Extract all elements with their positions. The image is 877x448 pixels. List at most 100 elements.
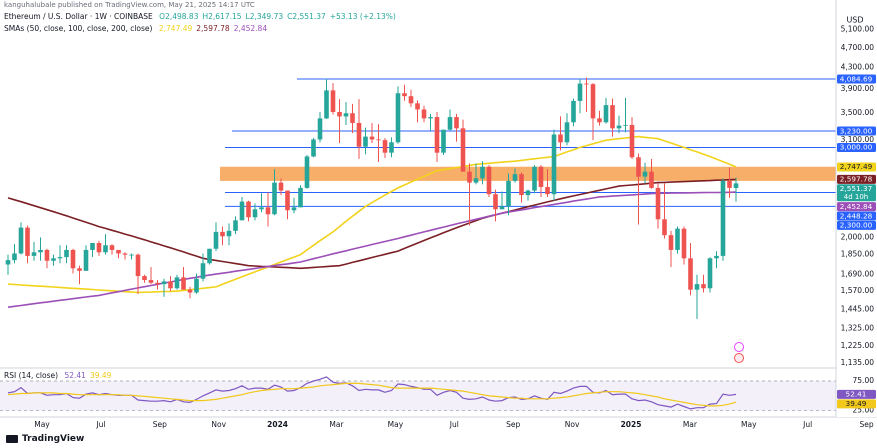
candle-body [720, 180, 726, 256]
price-tag [837, 399, 876, 409]
publisher-line: kanguhalubale published on TradingView.c… [4, 1, 255, 9]
candle-body [558, 134, 563, 143]
candle-body [161, 281, 167, 285]
candle-body [200, 263, 206, 279]
candle-body [25, 227, 30, 256]
candle-body [415, 103, 420, 110]
candle-body [369, 136, 375, 140]
candle-body [610, 105, 615, 129]
price-tag-label: 2,551.37 [840, 184, 873, 193]
candle-body [623, 124, 628, 126]
countdown-label: 4d 10h [844, 193, 868, 201]
candle-body [486, 166, 492, 195]
candle-body [454, 117, 459, 129]
candle-body [64, 249, 69, 258]
candle-body [44, 249, 50, 261]
candle-body [506, 180, 511, 207]
candle-body [473, 178, 479, 183]
price-tag-label: 3,000.00 [840, 143, 873, 152]
candle-body [493, 194, 498, 210]
candle-body [90, 243, 95, 250]
candle-body [233, 220, 238, 231]
candle-body [168, 281, 173, 289]
candle-body [304, 156, 310, 188]
candle-body [512, 174, 518, 181]
candle-body [311, 139, 316, 157]
x-tick-label: Sep [506, 420, 520, 429]
candle-body [148, 280, 154, 283]
price-tag [837, 202, 876, 212]
rsi-tick-label: 75.00 [853, 376, 875, 385]
ohlc-value: O2,498.83 [159, 12, 199, 21]
candle-body [330, 90, 336, 112]
candle-body [707, 258, 713, 289]
price-tag-label: 2,448.28 [840, 211, 873, 220]
candle-body [519, 174, 524, 196]
candle-body [395, 93, 401, 143]
price-tag [837, 142, 876, 152]
candle-body [31, 252, 37, 256]
candle-body [525, 190, 531, 196]
candle-body [259, 207, 264, 210]
candle-body [389, 142, 394, 153]
footer: TradingView [6, 434, 84, 444]
candle-body [441, 129, 446, 153]
sma-value: 2,747.49 [158, 24, 193, 33]
candle-body [675, 228, 680, 250]
candle-body [681, 228, 687, 259]
ohlc-value: L2,349.73 [245, 12, 284, 21]
candle-body [252, 209, 258, 218]
candle-body [337, 111, 342, 117]
y-tick-label: 1,135.00 [841, 358, 875, 367]
candle-body [5, 260, 11, 265]
candle-body [714, 255, 719, 259]
candle-body [317, 118, 323, 140]
candle-body [376, 139, 381, 141]
candle-body [291, 207, 297, 211]
candle-body [174, 277, 180, 289]
candle-body [181, 277, 186, 290]
x-tick-label: May [388, 420, 404, 429]
candle-body [480, 166, 485, 179]
candle-body [655, 187, 661, 220]
rsi-values: 52.41 39.49 [64, 371, 115, 380]
price-tag [837, 174, 876, 184]
candle-body [571, 100, 576, 123]
candle-body [642, 171, 648, 177]
rsi-line [7, 382, 737, 407]
candle-body [285, 190, 290, 211]
candle-body [649, 171, 654, 188]
sma-legend: SMAs (50, close, 100, close, 200, close)… [4, 24, 275, 33]
candle-body [324, 90, 329, 119]
candle-body [51, 258, 56, 261]
price-tag [837, 162, 876, 172]
candle-body [636, 157, 641, 177]
price-tag-label: 39.49 [846, 399, 867, 408]
currency-label: USD [846, 16, 863, 25]
y-tick-label: 4,300.00 [841, 63, 875, 72]
candle-body [382, 140, 388, 153]
price-tag-label: 2,747.49 [840, 162, 873, 171]
x-tick-label: Mar [329, 420, 344, 429]
candle-body [356, 122, 362, 147]
price-tag-label: 2,597.78 [840, 175, 873, 184]
candle-body [129, 254, 134, 256]
sma-values: 2,747.49 2,597.78 2,452.84 [159, 24, 271, 33]
price-tag-label: 4,084.69 [840, 74, 873, 83]
y-tick-label: 5,100.00 [841, 25, 875, 34]
x-tick-label: Nov [211, 420, 226, 429]
candle-body [402, 93, 407, 97]
candle-body [701, 284, 706, 289]
candle-body [538, 166, 544, 187]
rsi-value: 52.41 [64, 371, 86, 380]
x-tick-label: Sep [153, 420, 167, 429]
ohlc-values: O2,498.83 H2,617.15 L2,349.73 C2,551.37 +53.… [159, 12, 400, 21]
candle-body [83, 249, 89, 271]
candle-body [447, 117, 453, 130]
symbol-title: Ethereum / U.S. Dollar · 1W · COINBASE [4, 12, 153, 21]
price-tag [837, 220, 876, 230]
candle-body [733, 183, 739, 188]
candle-body [246, 201, 251, 218]
resistance-zone [220, 166, 836, 181]
